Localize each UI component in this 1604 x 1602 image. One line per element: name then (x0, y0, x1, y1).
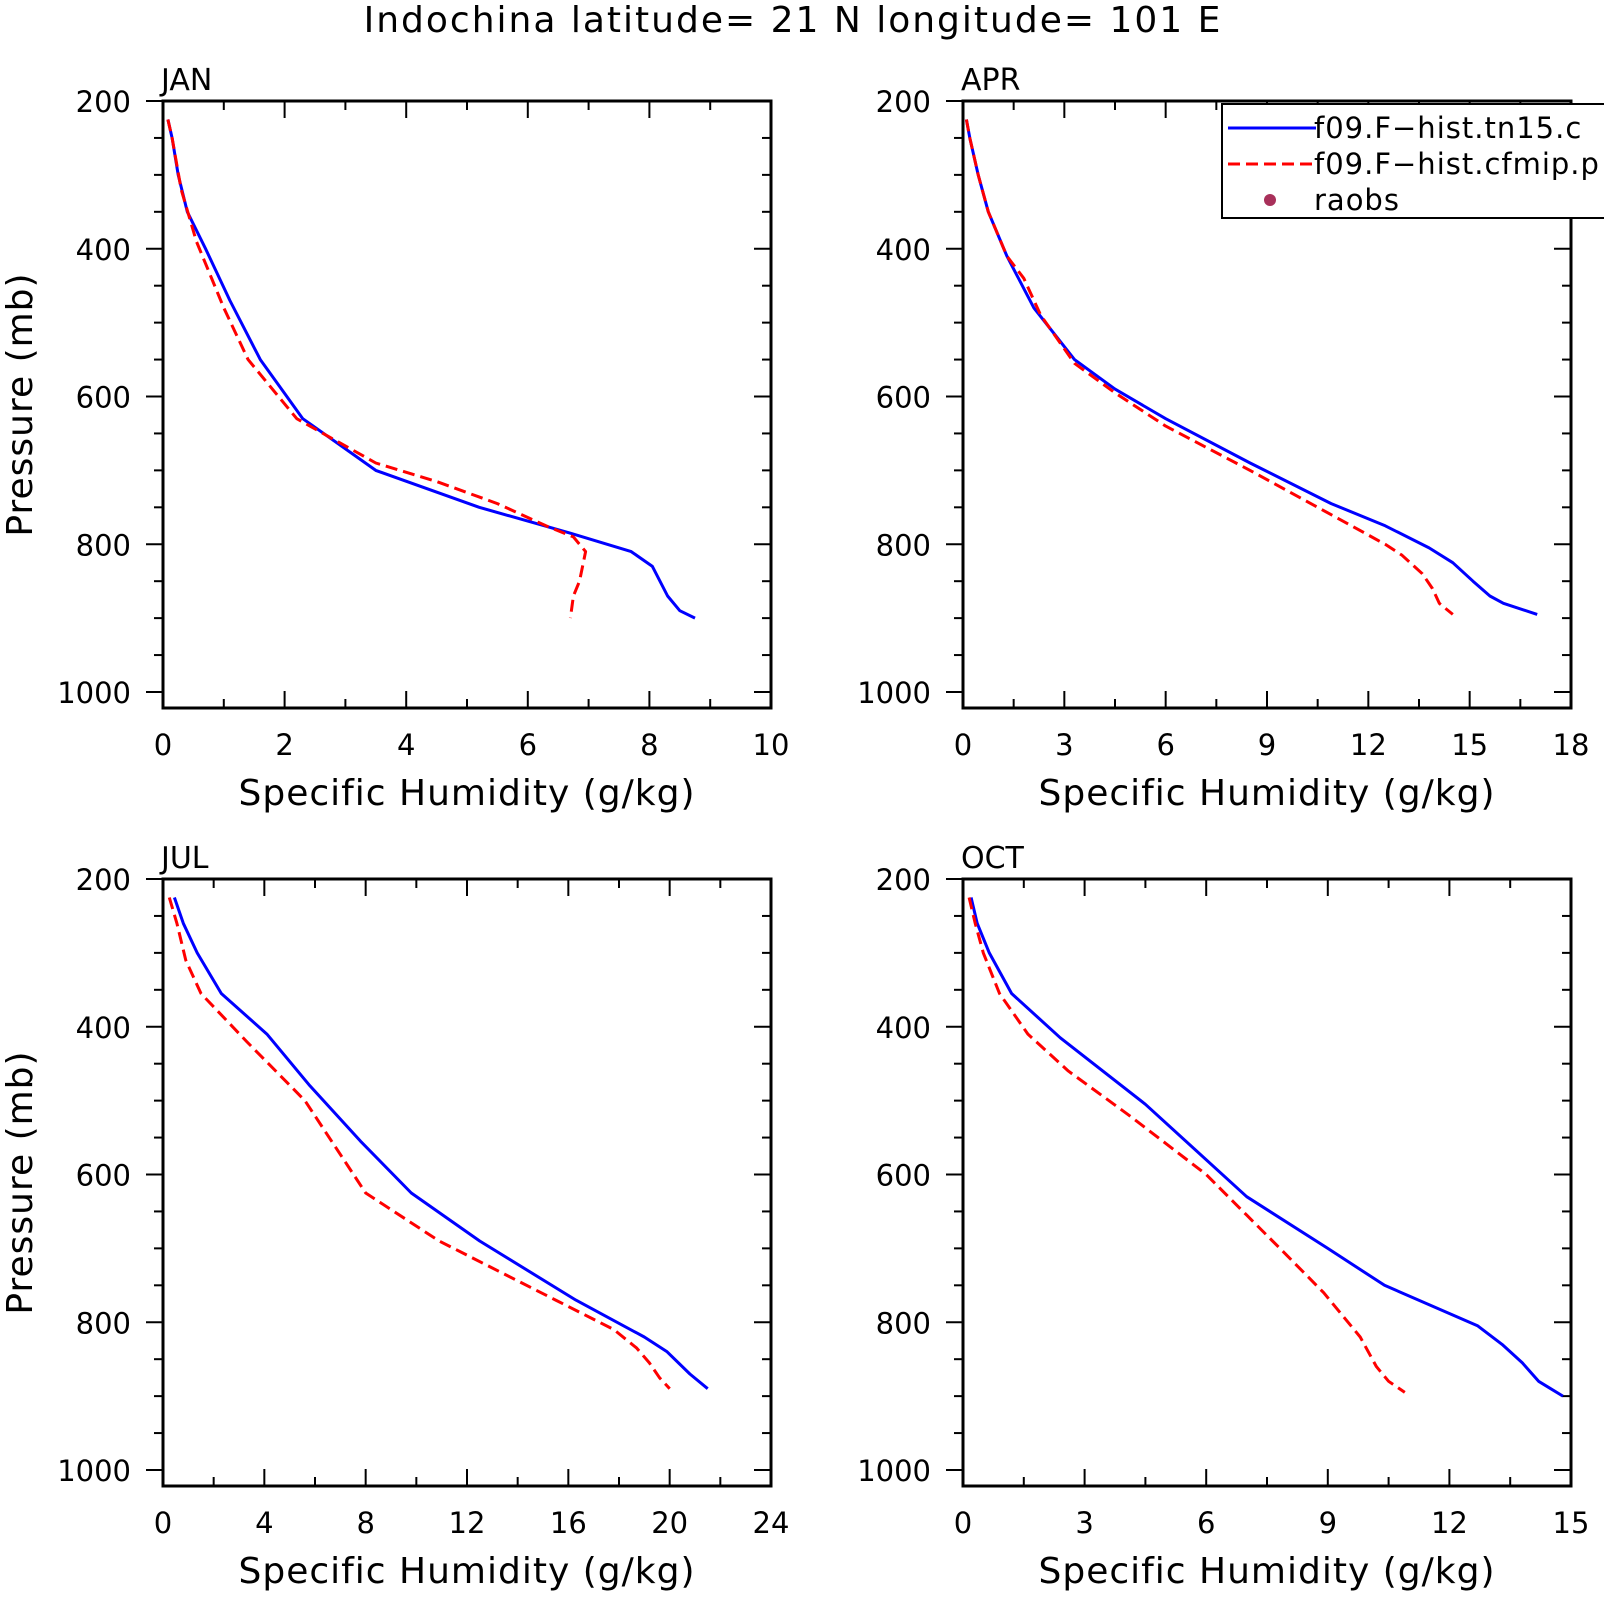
y-tick-label: 1000 (57, 676, 131, 710)
panel-label: JUL (159, 841, 209, 876)
y-tick-label: 400 (876, 1011, 931, 1045)
x-tick-label: 15 (1451, 728, 1488, 762)
panel-jul: 0 4 8 12 16 20 24 200 400 600 800 1000 JUL Specific H… (0, 841, 789, 1592)
y-tick-label: 200 (876, 863, 931, 897)
y-axis-label: Pressure (mb) (0, 1050, 41, 1314)
x-axis-label: Specific Humidity (g/kg) (1038, 773, 1495, 814)
x-tick-label: 0 (154, 1506, 172, 1540)
series-line-tn15 (172, 897, 709, 1390)
panel-jan: 0 2 4 6 8 10 200 400 600 800 1000 JAN Specific Humid… (0, 63, 789, 814)
panel-apr: 0 3 6 9 12 15 18 200 400 600 800 1000 APR Specific Hu… (857, 63, 1589, 814)
x-tick-label: 0 (154, 728, 172, 762)
x-tick-label: 10 (753, 728, 790, 762)
y-tick-label: 400 (76, 1011, 131, 1045)
x-tick-label: 8 (640, 728, 658, 762)
panel-label: APR (961, 63, 1020, 98)
y-tick-label: 200 (76, 85, 131, 119)
x-axis-label: Specific Humidity (g/kg) (238, 773, 695, 814)
x-tick-label: 8 (356, 1506, 374, 1540)
y-tick-label: 1000 (857, 676, 931, 710)
series-line-cfmip (967, 897, 1406, 1394)
y-tick-label: 400 (76, 233, 131, 267)
y-tick-label: 1000 (857, 1454, 931, 1488)
x-tick-label: 3 (1055, 728, 1073, 762)
plot-frame (161, 99, 773, 710)
series-line-cfmip (166, 119, 588, 619)
x-tick-label: 6 (1197, 1506, 1215, 1540)
x-tick-label: 9 (1319, 1506, 1337, 1540)
x-axis-label: Specific Humidity (g/kg) (1038, 1551, 1495, 1592)
y-tick-label: 800 (76, 1306, 131, 1340)
x-tick-label: 6 (1156, 728, 1174, 762)
x-axis-label: Specific Humidity (g/kg) (238, 1551, 695, 1592)
y-tick-label: 600 (876, 381, 931, 415)
y-axis-label: Pressure (mb) (0, 272, 41, 536)
x-tick-label: 6 (519, 728, 537, 762)
x-tick-label: 0 (954, 728, 972, 762)
panel-oct: 0 3 6 9 12 15 200 400 600 800 1000 OCT Specific Humi… (857, 841, 1589, 1592)
y-tick-label: 600 (76, 1159, 131, 1193)
panel-label: JAN (159, 63, 212, 98)
x-tick-label: 12 (449, 1506, 486, 1540)
x-tick-label: 12 (1350, 728, 1387, 762)
x-tick-label: 18 (1553, 728, 1590, 762)
plot-frame (161, 877, 773, 1488)
legend-label: raobs (1314, 183, 1400, 217)
y-tick-label: 800 (876, 1306, 931, 1340)
x-tick-label: 2 (275, 728, 293, 762)
main-title: Indochina latitude= 21 N longitude= 101 … (364, 0, 1223, 41)
y-tick-label: 1000 (57, 1454, 131, 1488)
x-tick-label: 24 (753, 1506, 790, 1540)
x-tick-label: 4 (255, 1506, 273, 1540)
y-tick-label: 600 (76, 381, 131, 415)
plot-frame (961, 877, 1573, 1488)
x-tick-label: 15 (1553, 1506, 1590, 1540)
x-tick-label: 0 (954, 1506, 972, 1540)
series-line-tn15 (964, 119, 1538, 616)
legend-label: f09.F−hist.tn15.c (1314, 111, 1582, 145)
y-tick-label: 600 (876, 1159, 931, 1193)
series-line-cfmip (964, 119, 1454, 616)
series-line-tn15 (969, 897, 1564, 1398)
legend-marker-raobs (1264, 194, 1276, 206)
x-tick-label: 16 (550, 1506, 587, 1540)
y-tick-label: 200 (876, 85, 931, 119)
y-tick-label: 400 (876, 233, 931, 267)
x-tick-label: 4 (397, 728, 415, 762)
x-tick-label: 9 (1258, 728, 1276, 762)
x-tick-label: 20 (651, 1506, 688, 1540)
legend-label: f09.F−hist.cfmip.p (1314, 147, 1600, 181)
y-tick-label: 800 (876, 528, 931, 562)
y-tick-label: 800 (76, 528, 131, 562)
y-tick-label: 200 (76, 863, 131, 897)
x-tick-label: 12 (1431, 1506, 1468, 1540)
series-line-cfmip (167, 897, 671, 1390)
series-line-tn15 (166, 119, 696, 620)
panel-label: OCT (961, 841, 1025, 876)
legend-box (1221, 103, 1604, 219)
x-tick-label: 3 (1075, 1506, 1093, 1540)
